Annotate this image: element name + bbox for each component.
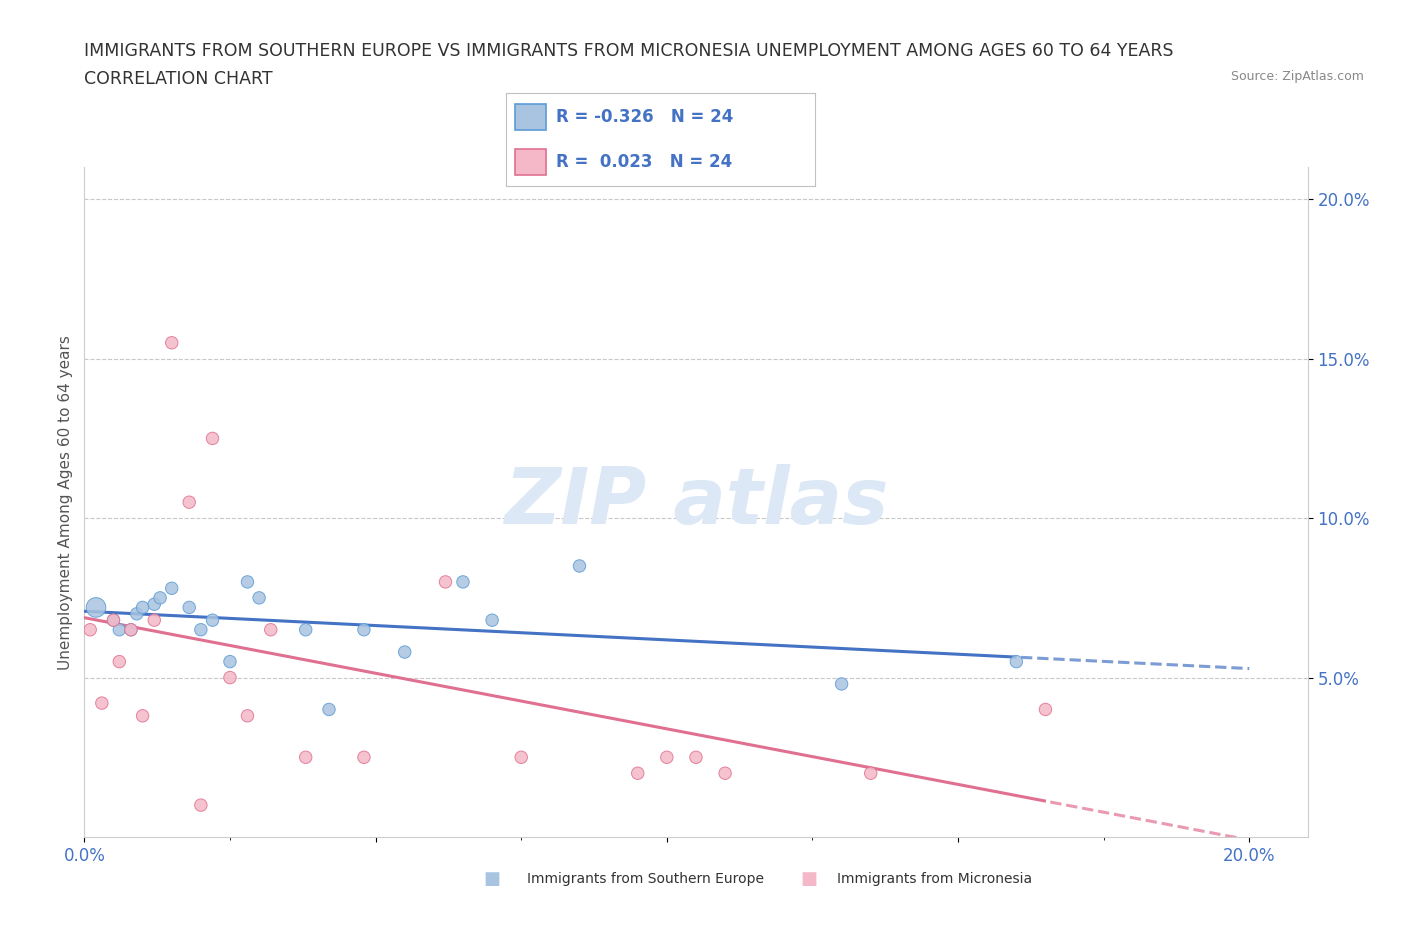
Text: ■: ■ [800,870,817,888]
Point [831,676,853,691]
Point [190,622,212,637]
Point [120,622,142,637]
Point [568,559,591,574]
Text: ■: ■ [484,870,501,888]
Point [131,709,153,724]
Point [108,622,131,637]
Text: R =  0.023   N = 24: R = 0.023 N = 24 [555,153,733,171]
Point [219,671,242,685]
Point [120,622,142,637]
Text: Immigrants from Micronesia: Immigrants from Micronesia [837,871,1032,886]
Bar [516,104,547,130]
Point [236,709,259,724]
Y-axis label: Unemployment Among Ages 60 to 64 years: Unemployment Among Ages 60 to 64 years [58,335,73,670]
Point [179,495,201,510]
Point [160,336,183,351]
Point [353,622,375,637]
Point [294,750,316,764]
Point [219,654,242,669]
Point [294,622,316,637]
Point [179,600,201,615]
Point [353,750,375,764]
Text: IMMIGRANTS FROM SOUTHERN EUROPE VS IMMIGRANTS FROM MICRONESIA UNEMPLOYMENT AMONG: IMMIGRANTS FROM SOUTHERN EUROPE VS IMMIG… [84,42,1174,60]
Point [160,581,183,596]
Point [481,613,503,628]
Point [90,696,112,711]
Point [1005,654,1028,669]
Point [201,431,224,445]
Point [201,613,224,628]
Point [236,575,259,590]
Point [859,765,882,780]
Point [510,750,533,764]
Point [260,622,283,637]
Point [103,613,125,628]
Text: Immigrants from Southern Europe: Immigrants from Southern Europe [527,871,765,886]
Point [318,702,340,717]
Point [247,591,270,605]
Text: Source: ZipAtlas.com: Source: ZipAtlas.com [1230,70,1364,83]
Point [627,765,650,780]
Point [451,575,474,590]
Point [394,644,416,659]
Point [149,591,172,605]
Point [84,600,107,615]
Point [655,750,678,764]
Point [131,600,153,615]
Point [143,597,166,612]
Point [79,622,101,637]
Point [108,654,131,669]
Point [685,750,707,764]
Point [1035,702,1057,717]
Point [190,798,212,813]
Text: R = -0.326   N = 24: R = -0.326 N = 24 [555,108,733,126]
Bar [516,149,547,175]
Point [125,606,148,621]
Point [143,613,166,628]
Point [434,575,457,590]
Text: CORRELATION CHART: CORRELATION CHART [84,70,273,87]
Text: ZIP atlas: ZIP atlas [503,464,889,540]
Point [714,765,737,780]
Point [103,613,125,628]
